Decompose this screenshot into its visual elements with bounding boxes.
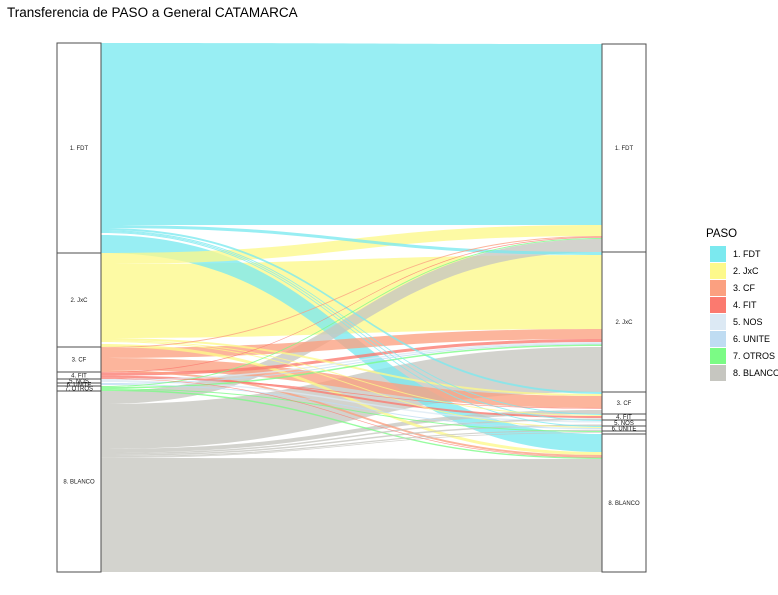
flow-ribbon xyxy=(101,418,602,455)
node-label-left: 4. FIT xyxy=(71,374,87,380)
node-box-left xyxy=(56,390,102,573)
node-label-right: 8. BLANCO xyxy=(608,501,640,507)
legend-color-swatch xyxy=(710,348,726,364)
node-label-left: 7. OTROS xyxy=(65,387,93,393)
flow-ribbon xyxy=(101,238,602,387)
flow-ribbon xyxy=(101,429,602,458)
legend-color-swatch xyxy=(710,263,726,279)
page-title: Transferencia de PASO a General CATAMARC… xyxy=(7,5,298,20)
flow-ribbon xyxy=(101,410,602,453)
legend-item-label: 4. FIT xyxy=(733,300,757,310)
legend-color-swatch xyxy=(710,280,726,296)
flow-ribbon xyxy=(101,458,602,572)
legend-item-label: 2. JxC xyxy=(733,266,759,276)
legend: PASO 1. FDT 2. JxC 3. CF 4. FIT 5. NOS 6… xyxy=(706,228,778,382)
flow-ribbon xyxy=(101,370,602,457)
legend-color-swatch xyxy=(710,365,726,381)
legend-color-swatch xyxy=(710,331,726,347)
flow-ribbon xyxy=(101,43,602,225)
flow-ribbon xyxy=(101,344,602,389)
flow-ribbon xyxy=(101,230,602,415)
legend-item: 2. JxC xyxy=(706,263,778,279)
legend-color-swatch xyxy=(710,297,726,313)
node-box-right xyxy=(601,251,647,393)
flow-ribbon xyxy=(101,342,602,381)
node-label-left: 6. UNITE xyxy=(67,383,92,389)
legend-item-label: 6. UNITE xyxy=(733,334,771,344)
flow-ribbon xyxy=(101,341,602,428)
legend-item: 6. UNITE xyxy=(706,331,778,347)
flow-ribbon xyxy=(101,377,602,409)
node-label-left: 8. BLANCO xyxy=(63,480,95,486)
legend-color-swatch xyxy=(710,314,726,330)
node-label-right: 2. JxC xyxy=(615,320,633,326)
flow-ribbon xyxy=(101,228,602,394)
legend-item-label: 8. BLANCO xyxy=(733,368,778,378)
legend-item-label: 1. FDT xyxy=(733,249,761,259)
flow-ribbon xyxy=(101,375,602,418)
node-label-left: 5. NOS xyxy=(69,379,89,385)
flow-ribbon xyxy=(101,225,602,255)
legend-title: PASO xyxy=(706,228,738,240)
node-label-right: 6. UNITE xyxy=(612,427,637,433)
node-box-right xyxy=(601,433,647,573)
node-label-right: 1. FDT xyxy=(615,146,634,152)
flow-ribbon xyxy=(101,239,602,404)
flow-ribbon xyxy=(101,225,602,264)
flow-ribbon xyxy=(101,236,602,348)
flow-ribbon xyxy=(101,384,602,429)
flow-ribbon xyxy=(101,237,602,373)
legend-item: 3. CF xyxy=(706,280,778,296)
node-label-right: 4. FIT xyxy=(616,415,632,421)
flow-ribbon xyxy=(101,255,602,338)
legend-item: 8. BLANCO xyxy=(706,365,778,381)
flow-ribbon xyxy=(101,388,602,432)
flow-ribbon xyxy=(101,231,602,421)
legend-item-label: 5. NOS xyxy=(733,317,763,327)
flow-ribbon xyxy=(101,343,602,384)
legend-item: 1. FDT xyxy=(706,246,778,262)
legend-item-label: 3. CF xyxy=(733,283,756,293)
node-label-right: 3. CF xyxy=(617,401,632,407)
flow-ribbon xyxy=(101,424,602,456)
flow-ribbon xyxy=(101,339,602,376)
legend-color-swatch xyxy=(710,246,726,262)
flow-ribbon xyxy=(101,340,602,416)
flow-ribbon xyxy=(101,344,602,455)
legend-item: 5. NOS xyxy=(706,314,778,330)
flow-ribbon xyxy=(101,232,602,427)
node-label-left: 1. FDT xyxy=(70,146,89,152)
flow-ribbon xyxy=(101,432,602,458)
node-label-right: 5. NOS xyxy=(614,421,634,427)
node-label-left: 2. JxC xyxy=(70,298,88,304)
legend-item: 7. OTROS xyxy=(706,348,778,364)
flow-ribbon xyxy=(101,380,602,423)
node-label-left: 3. CF xyxy=(72,358,87,364)
flow-ribbon xyxy=(101,389,602,459)
flow-ribbon xyxy=(101,378,602,458)
legend-item: 4. FIT xyxy=(706,297,778,313)
legend-item-label: 7. OTROS xyxy=(733,351,776,361)
